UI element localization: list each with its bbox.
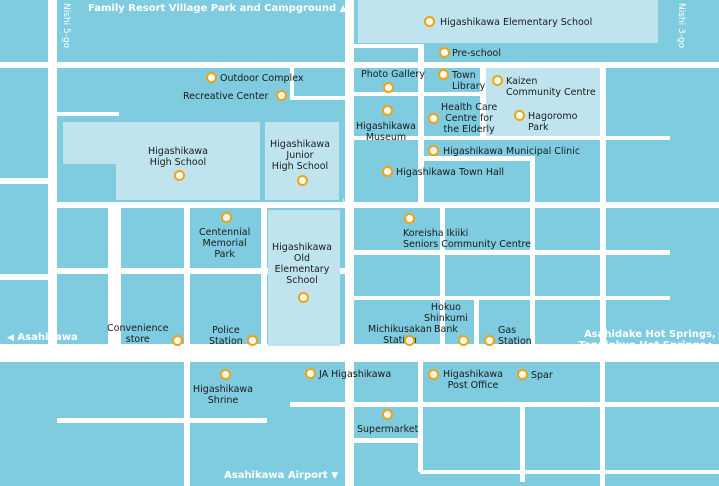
outdoor-complex-pin-icon[interactable] <box>206 72 217 83</box>
spar-pin-icon[interactable] <box>517 369 528 380</box>
elementary-school-pin-icon[interactable] <box>424 16 435 27</box>
east-direction-label: Asahidake Hot Springs, Tenninkyo Hot Spr… <box>578 329 716 351</box>
bus-route-label: Asahikawa Asahidake Hot Springs Bus Rout… <box>62 351 252 361</box>
clinic-label: Higashikawa Municipal Clinic <box>443 146 581 157</box>
koreisha-label: Koreisha Ikiiki Seniors Community Centre <box>403 228 531 250</box>
gas-station-label: Gas Station <box>498 325 532 347</box>
centennial-label: Centennial Memorial Park <box>199 227 251 260</box>
south-direction: Asahikawa Airport ▼ <box>224 470 338 482</box>
facility-areas <box>63 0 658 346</box>
south-direction-label: Asahikawa Airport <box>224 470 328 481</box>
high-school-area-lower <box>116 164 260 200</box>
mizuho-road-label: Mizuho Higashikawa Bus Route <box>342 156 352 289</box>
supermarket-pin-icon[interactable] <box>382 409 393 420</box>
old-elementary-pin-icon[interactable] <box>298 292 309 303</box>
town-hall-pin-icon[interactable] <box>382 166 393 177</box>
hokuo-bank-label: Hokuo Shinkumi Bank <box>424 302 468 335</box>
post-office-pin-icon[interactable] <box>428 369 439 380</box>
old-elementary-label: Higashikawa Old Elementary School <box>272 242 332 286</box>
east-arrow-icon: ▶ <box>705 341 716 351</box>
photo-gallery-label: Photo Gallery <box>361 69 425 80</box>
koreisha-pin-icon[interactable] <box>404 213 415 224</box>
west-arrow-icon: ◀ <box>7 333 14 343</box>
old-elementary-area <box>268 210 340 346</box>
nishi5-road-label: Nishi 5-go <box>61 3 71 49</box>
ja-pin-icon[interactable] <box>305 368 316 379</box>
michikusakan-label: Michikusakan Station <box>368 324 432 346</box>
high-school-label: Higashikawa High School <box>148 146 208 168</box>
ja-label: JA Higashikawa <box>319 369 392 380</box>
south-arrow-icon: ▼ <box>331 471 339 481</box>
north-arrow-icon: ▲ <box>339 4 347 14</box>
hagoromo-pin-icon[interactable] <box>514 110 525 121</box>
hokuo-bank-pin-icon[interactable] <box>458 335 469 346</box>
minor-roads <box>57 44 719 486</box>
town-library-label: Town Library <box>452 70 486 92</box>
police-station-label: Police Station <box>209 325 243 347</box>
junior-high-area <box>265 122 339 200</box>
michikusakan-pin-icon[interactable] <box>404 335 415 346</box>
convenience-store-pin-icon[interactable] <box>172 335 183 346</box>
recreative-center-pin-icon[interactable] <box>276 90 287 101</box>
photo-gallery-pin-icon[interactable] <box>383 82 394 93</box>
spar-label: Spar <box>531 370 553 381</box>
elementary-school-label: Higashikawa Elementary School <box>440 17 593 28</box>
preschool-label: Pre-school <box>452 48 501 59</box>
shrine-label: Higashikawa Shrine <box>193 384 253 406</box>
north-direction: Family Resort Village Park and Campgroun… <box>88 3 347 15</box>
kaizen-label: Kaizen Community Centre <box>506 76 596 98</box>
museum-pin-icon[interactable] <box>382 105 393 116</box>
health-care-pin-icon[interactable] <box>428 113 439 124</box>
recreative-center-label: Recreative Center <box>183 91 269 102</box>
convenience-store-label: Convenience store <box>107 323 169 345</box>
elementary-school-area <box>358 0 658 43</box>
preschool-pin-icon[interactable] <box>439 47 450 58</box>
town-hall-label: Higashikawa Town Hall <box>396 167 505 178</box>
junior-high-pin-icon[interactable] <box>297 175 308 186</box>
museum-label: Higashikawa Museum <box>356 121 416 143</box>
town-library-pin-icon[interactable] <box>438 69 449 80</box>
high-school-pin-icon[interactable] <box>174 170 185 181</box>
health-care-label: Health Care Centre for the Elderly <box>441 102 498 135</box>
supermarket-label: Supermarket <box>357 424 419 435</box>
north-direction-label: Family Resort Village Park and Campgroun… <box>88 3 337 14</box>
clinic-pin-icon[interactable] <box>428 145 439 156</box>
west-direction: ◀ Asahikawa <box>7 332 78 344</box>
outdoor-complex-label: Outdoor Complex <box>220 73 304 84</box>
post-office-label: Higashikawa Post Office <box>443 369 503 391</box>
kaizen-hagoromo-area <box>486 68 600 136</box>
high-school-area-upper <box>63 122 260 164</box>
police-station-pin-icon[interactable] <box>247 335 258 346</box>
gas-station-pin-icon[interactable] <box>484 335 495 346</box>
junior-high-label: Higashikawa Junior High School <box>270 139 330 172</box>
kaizen-pin-icon[interactable] <box>492 75 503 86</box>
east-direction: Asahidake Hot Springs, Tenninkyo Hot Spr… <box>570 318 716 363</box>
nishi3-road-label: Nishi 3-go <box>676 3 686 49</box>
west-direction-label: Asahikawa <box>17 332 78 343</box>
shrine-pin-icon[interactable] <box>220 369 231 380</box>
hagoromo-label: Hagoromo Park <box>528 111 578 133</box>
centennial-pin-icon[interactable] <box>221 212 232 223</box>
